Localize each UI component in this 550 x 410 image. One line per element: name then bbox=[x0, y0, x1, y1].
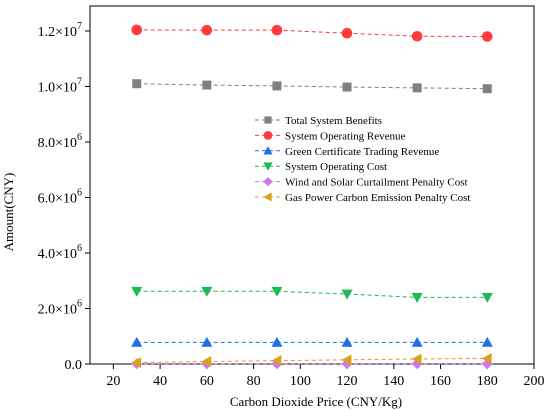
y-tick-label: 4.0×106 bbox=[38, 243, 82, 262]
legend-label: System Operating Cost bbox=[285, 161, 387, 173]
series-line bbox=[136, 357, 488, 364]
data-point bbox=[271, 286, 283, 297]
data-point bbox=[341, 27, 353, 39]
legend-marker bbox=[263, 131, 273, 140]
data-point bbox=[481, 336, 493, 347]
data-point bbox=[481, 352, 492, 364]
data-point bbox=[131, 336, 143, 347]
data-point bbox=[411, 292, 423, 303]
data-point bbox=[202, 80, 212, 90]
legend-label: Green Certificate Trading Revenue bbox=[285, 146, 439, 158]
y-tick-label: 0.0 bbox=[65, 358, 83, 373]
data-point bbox=[131, 24, 143, 36]
y-axis-title: Amount(CNY) bbox=[1, 173, 16, 252]
data-point bbox=[131, 286, 143, 297]
data-point bbox=[272, 81, 282, 91]
data-point bbox=[341, 336, 353, 347]
series-1 bbox=[132, 79, 492, 94]
x-tick-label: 140 bbox=[383, 374, 404, 389]
legend: Total System Benefits System Operating Re… bbox=[255, 115, 470, 204]
data-point bbox=[271, 355, 282, 367]
x-tick-label: 100 bbox=[290, 374, 311, 389]
data-point bbox=[341, 289, 353, 300]
y-tick-label: 6.0×106 bbox=[38, 187, 82, 206]
legend-item: System Operating Revenue bbox=[255, 130, 405, 142]
x-tick-label: 40 bbox=[153, 374, 167, 389]
data-point bbox=[341, 354, 352, 366]
series-layer bbox=[131, 24, 493, 370]
x-tick-label: 180 bbox=[477, 374, 498, 389]
series-4 bbox=[131, 286, 493, 303]
data-point bbox=[201, 336, 213, 347]
legend-label: Wind and Solar Curtailment Penalty Cost bbox=[285, 177, 468, 189]
data-point bbox=[201, 24, 213, 36]
legend-marker bbox=[263, 192, 272, 202]
x-tick-label: 60 bbox=[200, 374, 214, 389]
x-axis-title: Carbon Dioxide Price (CNY/Kg) bbox=[230, 394, 402, 409]
legend-item: Wind and Solar Curtailment Penalty Cost bbox=[255, 177, 468, 189]
x-axis-ticks: 20 40 60 80 100 120 140 160 180 200 bbox=[106, 364, 545, 389]
data-point bbox=[481, 292, 493, 303]
x-tick-label: 200 bbox=[524, 374, 545, 389]
legend-marker bbox=[264, 116, 272, 124]
y-axis-ticks: 0.0 2.0×106 4.0×106 6.0×106 8.0×106 1.0×107 1.… bbox=[38, 21, 90, 373]
data-point bbox=[131, 357, 142, 369]
y-tick-label: 8.0×106 bbox=[38, 132, 82, 151]
legend-label: System Operating Revenue bbox=[285, 130, 405, 142]
series-line bbox=[136, 29, 488, 38]
data-point bbox=[411, 353, 422, 365]
x-tick-label: 120 bbox=[337, 374, 358, 389]
series-line bbox=[136, 83, 488, 90]
data-point bbox=[132, 79, 142, 89]
y-tick-label: 1.0×107 bbox=[38, 76, 82, 95]
legend-item: Green Certificate Trading Revenue bbox=[255, 146, 439, 158]
legend-marker bbox=[263, 146, 273, 155]
x-tick-label: 20 bbox=[106, 374, 120, 389]
data-point bbox=[201, 356, 212, 368]
x-tick-label: 80 bbox=[247, 374, 261, 389]
legend-item: Total System Benefits bbox=[255, 115, 382, 127]
data-point bbox=[412, 83, 422, 93]
data-point bbox=[271, 336, 283, 347]
data-point bbox=[481, 31, 493, 42]
legend-label: Gas Power Carbon Emission Penalty Cost bbox=[285, 192, 470, 204]
data-point bbox=[482, 84, 492, 94]
legend-marker bbox=[263, 177, 273, 187]
series-2 bbox=[131, 24, 493, 42]
y-tick-label: 1.2×107 bbox=[38, 21, 82, 40]
series-line bbox=[136, 290, 488, 298]
data-point bbox=[201, 286, 213, 297]
x-tick-label: 160 bbox=[430, 374, 451, 389]
series-3 bbox=[131, 336, 493, 347]
legend-marker bbox=[263, 162, 273, 171]
data-point bbox=[271, 24, 283, 36]
y-tick-label: 2.0×106 bbox=[38, 298, 82, 317]
legend-label: Total System Benefits bbox=[285, 115, 382, 127]
data-point bbox=[411, 336, 423, 347]
series-6 bbox=[131, 352, 492, 369]
legend-item: Gas Power Carbon Emission Penalty Cost bbox=[255, 192, 470, 204]
data-point bbox=[411, 30, 423, 42]
legend-item: System Operating Cost bbox=[255, 161, 387, 173]
data-point bbox=[342, 82, 352, 92]
